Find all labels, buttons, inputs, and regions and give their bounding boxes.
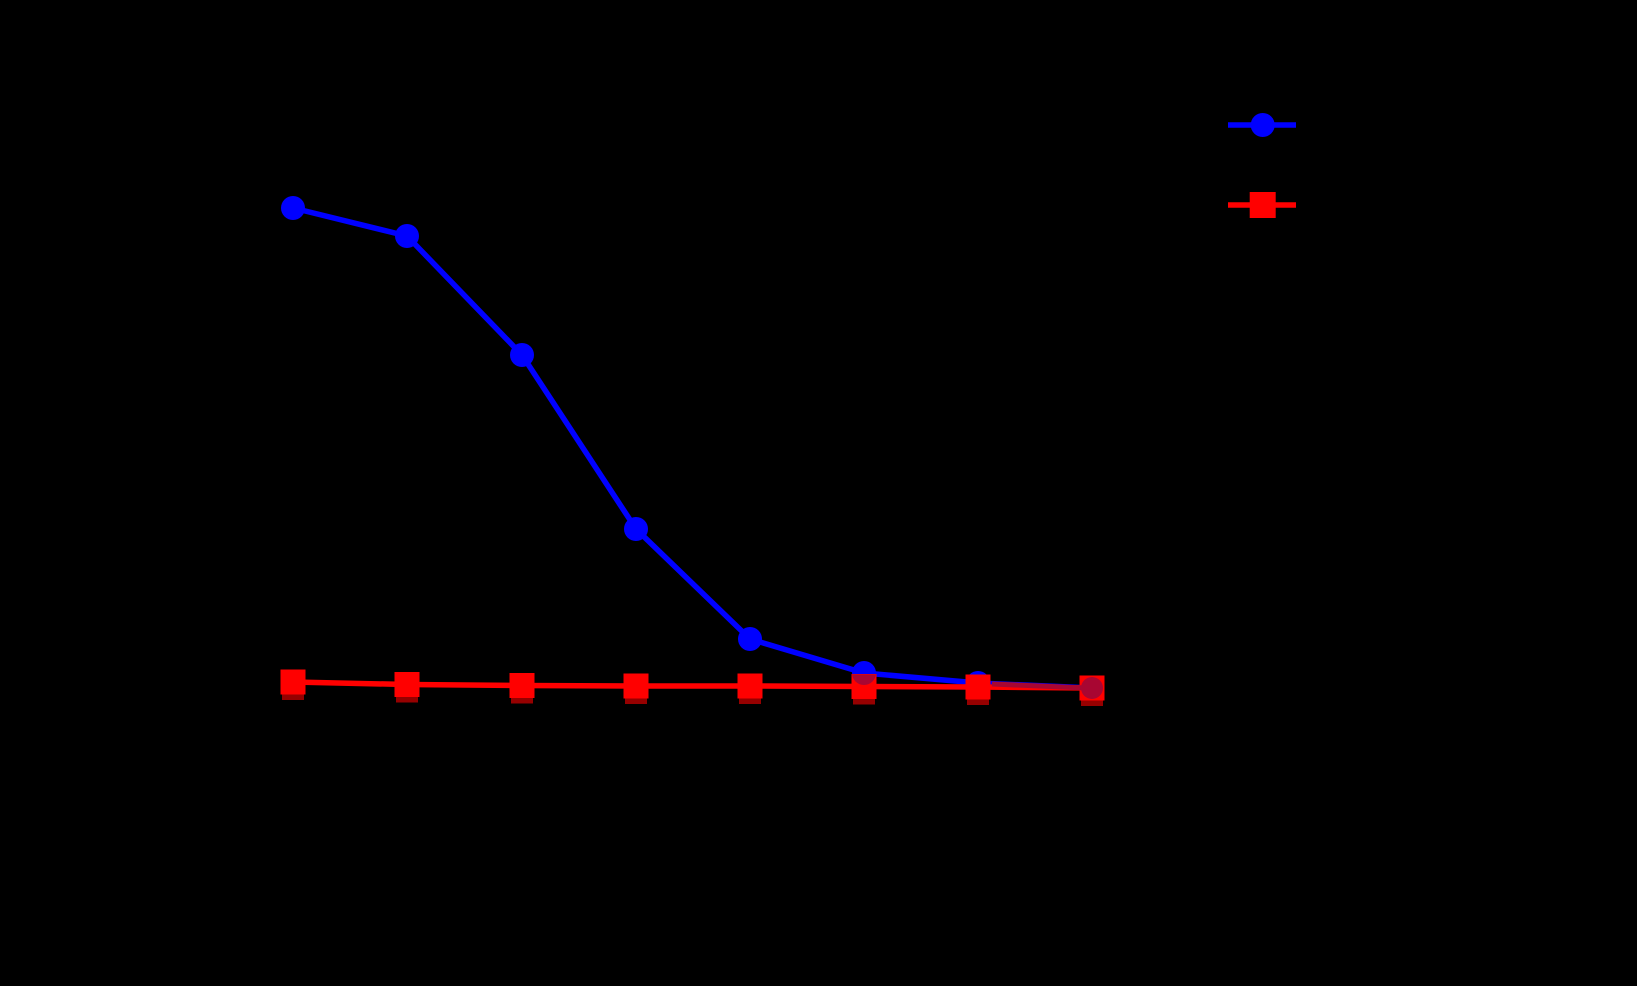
- red-series-errorbar-cap: [282, 694, 304, 700]
- red-series-marker: [737, 673, 763, 699]
- red-series-errorbar-cap: [1081, 700, 1103, 706]
- series-overlap-blend: [991, 681, 1087, 691]
- series-overlap-blend: [852, 674, 876, 685]
- blue-series-marker: [510, 343, 534, 367]
- red-series-errorbar-cap: [625, 698, 647, 704]
- blue-series-marker: [738, 627, 762, 651]
- red-series-errorbar-cap: [396, 696, 418, 703]
- blue-series-marker: [281, 196, 305, 220]
- legend-marker-square: [1249, 192, 1276, 218]
- blue-series-marker: [395, 224, 419, 248]
- red-series-marker: [280, 669, 306, 695]
- red-series-marker: [509, 673, 535, 698]
- red-series-errorbar-cap: [853, 698, 875, 705]
- series-overlap-blend: [1081, 677, 1103, 699]
- red-series-errorbar-cap: [739, 698, 761, 704]
- legend-marker-circle: [1250, 113, 1275, 137]
- red-series-marker: [965, 674, 991, 700]
- red-series-errorbar-cap: [511, 697, 533, 704]
- red-series-errorbar-cap: [967, 699, 989, 705]
- red-series-line: [292, 679, 1093, 691]
- red-series-marker: [623, 673, 649, 699]
- blue-series-marker: [624, 517, 648, 541]
- red-series-marker: [394, 672, 420, 697]
- blue-series-line: [292, 205, 1093, 691]
